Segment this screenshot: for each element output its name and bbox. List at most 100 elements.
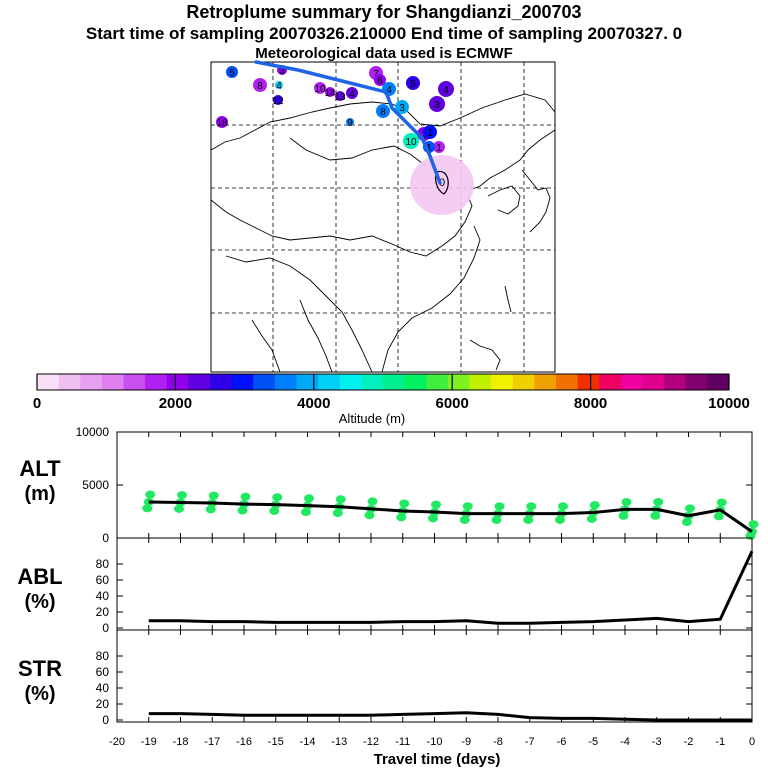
altitude-scatter-point (494, 502, 505, 511)
centroid-label: 1 (426, 143, 432, 154)
centroid-label: 4 (276, 81, 282, 92)
centroid-marker (273, 95, 283, 105)
series-line (148, 500, 753, 533)
centroid-marker (346, 87, 358, 99)
map-panel: 0 538412101413491876454383211101 (210, 60, 556, 373)
colorbar-swatch (664, 374, 687, 390)
altitude-scatter-point (558, 502, 568, 511)
plume-centroids: 538412101413491876454383211101 (216, 65, 454, 154)
x-tick-label: -1 (715, 736, 725, 748)
panel-alt: 10000 5000 0 ALT(m) (19, 425, 759, 545)
y-tick-label: 40 (96, 681, 110, 695)
altitude-scatter-point (653, 497, 664, 506)
panel-str: 80 60 40 20 0 STR(%) (18, 629, 753, 727)
centroid-label: 1 (427, 128, 433, 139)
colorbar-swatch (123, 374, 146, 390)
centroid-label: 18 (216, 118, 228, 129)
coastlines-borders (210, 93, 556, 373)
y-tick-label: 40 (96, 589, 110, 603)
x-tick-label: -18 (173, 736, 189, 748)
y-tick-label: 60 (96, 573, 110, 587)
altitude-scatter-point (431, 500, 441, 509)
receptor-contour (435, 170, 449, 195)
altitude-scatter-point (332, 509, 343, 518)
colorbar-swatch (296, 374, 319, 390)
colorbar-swatch (404, 374, 427, 390)
altitude-scatter-point (205, 505, 216, 514)
altitude-scatter-point (335, 495, 346, 504)
centroid-label: 10 (405, 137, 417, 148)
centroid-label: 4 (349, 89, 355, 100)
x-axis: -20 -19 -18 -17 -16 -15 -14 -13 -12 -11 -10 -9 -8 -7-… (109, 736, 755, 748)
colorbar-swatch (188, 374, 211, 390)
centroid-label: 8 (380, 107, 386, 118)
panel-frame (116, 629, 753, 723)
met-data-caption: Meteorological data used is ECMWF (255, 45, 513, 62)
x-tick-label: -10 (427, 736, 443, 748)
centroid-marker (395, 100, 409, 114)
y-tick-label: 20 (96, 605, 110, 619)
centroid-label: 8 (257, 81, 263, 92)
centroid-label: 14 (324, 88, 336, 99)
altitude-scatter-point (240, 492, 251, 501)
sampling-times: Start time of sampling 20070326.210000 E… (85, 24, 683, 43)
colorbar-swatch (577, 374, 600, 390)
x-tick-label: -9 (461, 736, 471, 748)
altitude-scatter-point (237, 506, 248, 515)
receptor-label: 0 (439, 177, 445, 189)
y-tick-label: 80 (96, 557, 110, 571)
y-tick-label: 20 (96, 697, 110, 711)
altitude-scatter-point (618, 511, 629, 520)
x-tick-label: -2 (684, 736, 694, 748)
colorbar-tick-label: 6000 (436, 395, 469, 412)
receptor-plume (410, 155, 474, 215)
x-tick-label: -11 (395, 736, 410, 748)
centroid-label: 10 (314, 84, 326, 95)
centroid-label: 5 (229, 68, 235, 79)
altitude-scatter-point (685, 504, 695, 513)
colorbar-swatch (642, 374, 665, 390)
altitude-scatter-point (367, 497, 378, 506)
altitude-scatter-point (364, 511, 375, 520)
y-tick-label: 0 (102, 531, 109, 545)
colorbar-tick-label: 10000 (708, 395, 750, 412)
centroid-label: 3 (399, 103, 405, 114)
panel-ylabel: (%) (24, 591, 55, 613)
centroid-marker (226, 66, 238, 78)
x-tick-label: -12 (363, 736, 379, 748)
centroid-label: 4 (386, 85, 392, 96)
colorbar-swatch (685, 374, 708, 390)
altitude-scatter-point (177, 491, 187, 500)
x-tick-label: -6 (557, 736, 567, 748)
colorbar-tick-label: 2000 (159, 395, 192, 412)
colorbar-swatch (253, 374, 276, 390)
x-tick-label: -14 (300, 736, 316, 748)
colorbar-swatch (512, 374, 535, 390)
series-line (148, 711, 752, 722)
colorbar-swatch (556, 374, 579, 390)
time-series-panels: 1000050000ALT(m)806040200ABL(%)806040200… (17, 425, 759, 727)
colorbar-swatch (37, 374, 60, 390)
centroid-marker (376, 104, 390, 118)
x-tick-label: -13 (331, 736, 347, 748)
colorbar-swatch (620, 374, 643, 390)
x-tick-label: -4 (620, 736, 630, 748)
altitude-scatter-point (523, 515, 534, 524)
x-tick-label: -20 (109, 736, 125, 748)
centroid-marker (423, 125, 437, 139)
y-tick-label: 80 (96, 649, 110, 663)
panel-ylabel: (%) (24, 683, 55, 705)
altitude-scatter-point (142, 504, 153, 513)
centroid-marker (325, 87, 335, 97)
colorbar-swatch (231, 374, 254, 390)
colorbar-swatch (491, 374, 514, 390)
colorbar-xlabel: Altitude (m) (339, 411, 405, 426)
centroid-marker (403, 133, 419, 149)
altitude-scatter-point (491, 515, 502, 524)
centroid-label: 12 (272, 96, 284, 107)
colorbar-swatch (469, 374, 492, 390)
altitude-scatter-point (713, 512, 724, 521)
altitude-scatter-point (589, 501, 600, 510)
y-tick-label: 5000 (82, 478, 109, 492)
centroid-marker (314, 82, 326, 94)
